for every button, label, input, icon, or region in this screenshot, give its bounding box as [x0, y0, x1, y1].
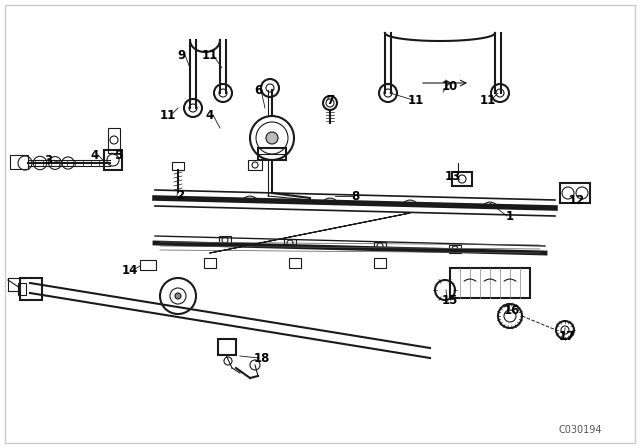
Text: 11: 11	[202, 48, 218, 61]
Text: 4: 4	[206, 108, 214, 121]
Bar	[218, 339, 236, 355]
Bar	[449, 245, 461, 253]
Text: 3: 3	[44, 154, 52, 167]
Bar	[258, 148, 286, 160]
Text: 5: 5	[114, 148, 122, 161]
Bar	[18, 283, 26, 295]
Bar	[560, 183, 590, 203]
Text: 10: 10	[442, 79, 458, 92]
Text: 11: 11	[160, 108, 176, 121]
Bar	[172, 162, 184, 170]
Text: 6: 6	[254, 83, 262, 96]
Text: 2: 2	[176, 189, 184, 202]
Bar	[219, 236, 231, 244]
Text: 7: 7	[326, 94, 334, 107]
Circle shape	[175, 293, 181, 299]
Text: 11: 11	[408, 94, 424, 107]
Bar	[20, 278, 42, 300]
Bar	[140, 260, 156, 270]
Text: 15: 15	[442, 293, 458, 306]
Text: 8: 8	[351, 190, 359, 202]
Text: 9: 9	[178, 48, 186, 61]
Text: 11: 11	[480, 94, 496, 107]
Bar	[104, 150, 122, 170]
Bar	[452, 172, 472, 186]
Bar	[108, 128, 120, 153]
Text: 1: 1	[506, 210, 514, 223]
Text: 12: 12	[569, 194, 585, 207]
Text: 17: 17	[559, 329, 575, 343]
Text: C030194: C030194	[558, 425, 602, 435]
Bar	[450, 268, 530, 298]
Text: 16: 16	[504, 303, 520, 316]
Bar	[374, 242, 386, 250]
Bar	[289, 258, 301, 268]
Text: 18: 18	[254, 352, 270, 365]
Bar	[284, 239, 296, 247]
Bar	[10, 155, 28, 169]
Text: 4: 4	[91, 148, 99, 161]
Bar	[248, 160, 262, 170]
Text: 13: 13	[445, 169, 461, 182]
Bar	[374, 258, 386, 268]
Circle shape	[266, 132, 278, 144]
Text: 14: 14	[122, 263, 138, 276]
Bar	[204, 258, 216, 268]
